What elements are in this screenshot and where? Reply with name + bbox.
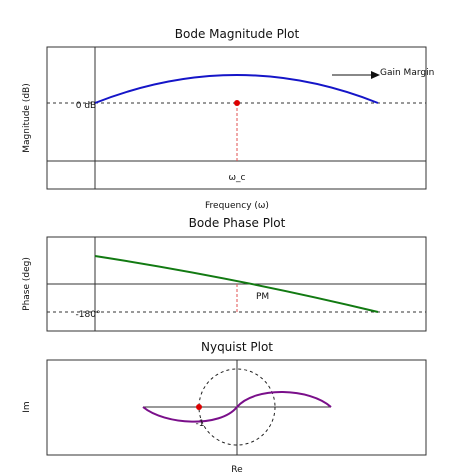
annotation: PM [256,292,269,302]
annotation: Gain Margin [380,68,434,78]
panel-frame [46,46,427,190]
phase-curve [94,255,379,313]
y-axis-label: Magnitude (dB) [22,83,32,152]
unit-circle [198,368,276,446]
annotation: 0 dB [76,101,96,111]
panel-title: Nyquist Plot [201,340,273,354]
annotation: ω_c [229,173,246,183]
arrow-head [371,71,380,79]
annotation: -180° [76,310,101,320]
y-axis-label: Phase (deg) [22,257,32,311]
magnitude-curve [94,74,379,104]
x-axis-label: Re [231,465,243,474]
critical-point [196,404,202,410]
annotation: -1 [196,419,205,429]
nyquist-curve [142,391,332,423]
panel-title: Bode Magnitude Plot [175,27,300,41]
panel-title: Bode Phase Plot [189,216,286,230]
y-axis-label: Im [22,401,32,412]
crossover-point [234,100,240,106]
x-axis-label: Frequency (ω) [205,201,269,211]
